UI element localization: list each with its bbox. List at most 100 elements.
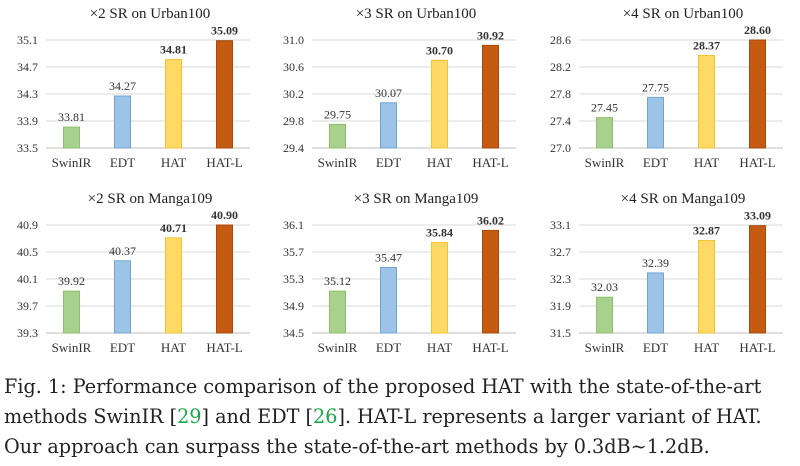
data-label: 30.07 [375,86,402,100]
chart-title: ×3 SR on Manga109 [354,191,479,207]
chart-title: ×3 SR on Urban100 [356,6,477,22]
bar-swinir [596,296,613,334]
data-label: 27.75 [642,80,669,94]
y-tick-label: 40.9 [17,218,38,232]
x-tick-label: EDT [643,340,668,355]
y-tick-label: 34.3 [17,87,38,101]
y-tick-label: 32.3 [550,272,571,286]
data-label: 40.71 [160,221,187,235]
x-tick-label: HAT [694,155,719,170]
x-tick-label: EDT [376,340,401,355]
x-tick-label: HAT-L [472,340,508,355]
data-label: 33.09 [744,209,771,223]
y-tick-label: 29.8 [283,114,304,128]
x-tick-label: HAT-L [472,155,508,170]
x-tick-label: HAT [694,340,719,355]
x-tick-label: SwinIR [585,340,625,355]
bar-hat [165,59,182,149]
data-label: 35.12 [324,274,351,288]
bar-hat [698,240,715,334]
chart-6: ×4 SR on Manga109 31.5 31.9 32.3 32.7 33.1 32.… [550,191,783,355]
y-tick-label: 30.6 [283,60,304,74]
bar-swinir [63,290,80,334]
citation-link-26[interactable]: 26 [313,405,338,428]
y-tick-label: 28.2 [550,60,571,74]
data-label: 28.60 [744,23,771,37]
bar-edt [647,96,664,149]
y-tick-label: 34.7 [17,60,38,74]
bar-swinir [596,117,613,149]
y-tick-label: 36.1 [283,218,304,232]
y-tick-label: 35.1 [17,33,38,47]
data-label: 27.45 [591,101,618,115]
y-tick-label: 40.5 [17,245,38,259]
data-label: 35.84 [426,226,453,240]
bar-hat-l [216,40,233,149]
citation-link-29[interactable]: 29 [177,405,202,428]
data-label: 28.37 [693,39,720,53]
y-tick-label: 31.5 [550,326,571,340]
data-label: 33.81 [58,110,85,124]
y-tick-label: 27.8 [550,87,571,101]
x-tick-label: EDT [110,340,135,355]
x-tick-label: SwinIR [318,340,358,355]
bar-hat-l [749,39,766,149]
x-tick-label: SwinIR [52,155,92,170]
x-tick-label: HAT [161,340,186,355]
x-tick-label: HAT [427,155,452,170]
bar-edt [114,95,131,149]
y-tick-label: 39.3 [17,326,38,340]
bar-hat-l [216,224,233,334]
charts-svg: ×2 SR on Urban100 33.5 33.9 34.3 34.7 35.1 33.… [17,6,783,355]
bar-swinir [329,290,346,334]
bar-edt [380,267,397,334]
x-tick-label: HAT [161,155,186,170]
data-label: 30.92 [477,28,504,42]
bar-hat [698,55,715,149]
bar-edt [380,102,397,149]
x-tick-label: HAT-L [206,340,242,355]
data-label: 40.37 [109,244,136,258]
y-tick-label: 30.2 [283,87,304,101]
data-label: 34.81 [160,43,187,57]
x-tick-label: EDT [376,155,401,170]
y-tick-label: 39.7 [17,299,38,313]
data-label: 32.03 [591,280,618,294]
chart-2: ×3 SR on Urban100 29.4 29.8 30.2 30.6 31.0 29.… [283,6,516,170]
caption-label: Fig. 1: [4,375,67,398]
chart-title: ×2 SR on Manga109 [88,191,213,207]
bar-edt [114,260,131,334]
data-label: 39.92 [58,274,85,288]
y-tick-label: 31.0 [283,33,304,47]
chart-title: ×4 SR on Manga109 [621,191,746,207]
x-tick-label: HAT-L [739,155,775,170]
y-tick-label: 35.7 [283,245,304,259]
x-tick-label: SwinIR [585,155,625,170]
data-label: 36.02 [477,213,504,227]
chart-1: ×2 SR on Urban100 33.5 33.9 34.3 34.7 35.1 33.… [17,6,250,170]
y-tick-label: 33.1 [550,218,571,232]
chart-4: ×2 SR on Manga109 39.3 39.7 40.1 40.5 40.9 39.… [17,191,250,355]
y-tick-label: 31.9 [550,299,571,313]
y-tick-label: 27.0 [550,141,571,155]
bar-swinir [329,123,346,149]
bar-hat [431,59,448,149]
x-tick-label: EDT [643,155,668,170]
bar-hat-l [482,229,499,334]
y-tick-label: 29.4 [283,141,304,155]
data-label: 35.09 [211,24,238,38]
bar-hat [431,242,448,334]
chart-5: ×3 SR on Manga109 34.5 34.9 35.3 35.7 36.1 35.… [283,191,516,355]
x-tick-label: HAT-L [739,340,775,355]
figure-caption: Fig. 1: Performance comparison of the pr… [4,372,796,462]
x-tick-label: HAT-L [206,155,242,170]
caption-text-2: ] and EDT [ [201,405,314,428]
caption-text-3: ]. HAT-L represents a larger variant of … [4,405,762,458]
y-tick-label: 34.5 [283,326,304,340]
bar-hat-l [482,44,499,149]
data-label: 35.47 [375,251,402,265]
x-tick-label: HAT [427,340,452,355]
data-label: 32.87 [693,224,720,238]
chart-title: ×2 SR on Urban100 [90,6,211,22]
bar-edt [647,272,664,334]
